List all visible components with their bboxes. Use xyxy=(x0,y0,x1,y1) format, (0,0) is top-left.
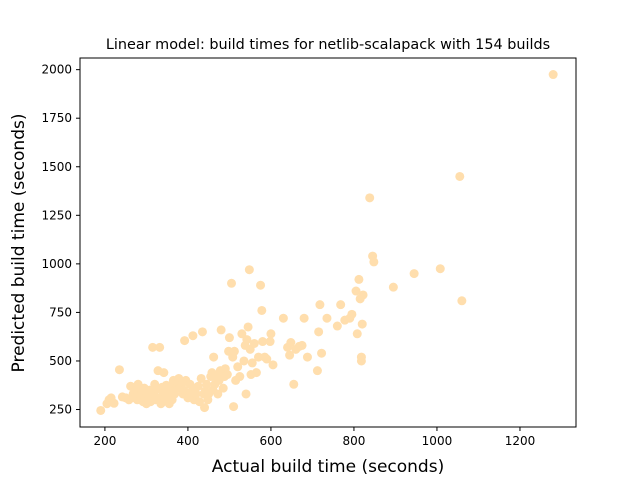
data-point xyxy=(457,296,467,306)
data-point xyxy=(365,193,375,203)
data-point xyxy=(278,313,288,323)
data-point xyxy=(455,171,465,181)
x-tick-label: 1000 xyxy=(422,434,453,448)
data-point xyxy=(409,269,419,279)
data-point xyxy=(289,379,299,389)
data-point xyxy=(200,403,210,413)
x-tick-label: 1200 xyxy=(505,434,536,448)
data-point xyxy=(241,389,251,399)
data-point xyxy=(286,338,296,348)
data-point xyxy=(148,342,158,352)
data-point xyxy=(548,70,558,80)
x-tick-label: 200 xyxy=(93,434,116,448)
data-point xyxy=(314,327,324,337)
y-tick-label: 750 xyxy=(49,305,72,319)
data-point xyxy=(197,327,207,337)
data-point xyxy=(257,305,267,315)
data-point xyxy=(332,321,342,331)
data-point xyxy=(356,352,366,362)
y-axis-label: Predicted build time (seconds) xyxy=(9,114,29,373)
data-point xyxy=(233,362,243,372)
data-point xyxy=(369,257,379,267)
data-point xyxy=(357,319,367,329)
data-point xyxy=(388,282,398,292)
data-point xyxy=(253,352,263,362)
data-point xyxy=(322,313,332,323)
x-tick-label: 600 xyxy=(259,434,282,448)
data-point xyxy=(224,333,234,343)
data-point xyxy=(315,300,325,310)
plot-frame xyxy=(79,57,577,428)
data-point xyxy=(188,331,198,341)
data-point xyxy=(235,372,245,382)
data-point xyxy=(237,329,247,339)
data-point xyxy=(159,368,169,378)
data-point xyxy=(256,280,266,290)
data-point xyxy=(243,322,253,332)
data-point xyxy=(297,340,307,350)
y-tick-label: 1000 xyxy=(41,257,72,271)
data-point xyxy=(285,350,295,360)
y-tick-label: 250 xyxy=(49,403,72,417)
data-point xyxy=(247,358,257,368)
data-point xyxy=(302,352,312,362)
data-point xyxy=(193,381,203,391)
data-point xyxy=(109,398,119,408)
data-point xyxy=(251,368,261,378)
data-point xyxy=(180,336,190,346)
data-point xyxy=(242,335,252,345)
ticks-layer: 200 400 600 800 1000 1200 250 500 750 1000 1250 150… xyxy=(41,63,535,448)
y-tick-label: 2000 xyxy=(41,63,72,77)
data-point xyxy=(239,356,249,366)
y-tick-label: 1750 xyxy=(41,111,72,125)
data-point xyxy=(244,265,254,275)
data-point xyxy=(262,354,272,364)
points-layer xyxy=(96,70,558,415)
data-point xyxy=(312,366,322,376)
data-point xyxy=(249,338,259,348)
chart-title: Linear model: build times for netlib-sca… xyxy=(106,37,550,53)
data-point xyxy=(258,337,268,347)
data-point xyxy=(358,290,368,300)
data-point xyxy=(347,309,357,319)
data-point xyxy=(229,346,239,356)
data-point xyxy=(209,352,219,362)
data-point xyxy=(196,373,206,383)
data-point xyxy=(191,389,201,399)
data-point xyxy=(299,313,309,323)
data-point xyxy=(222,370,232,380)
y-tick-label: 500 xyxy=(49,354,72,368)
data-point xyxy=(114,365,124,375)
y-tick-label: 1250 xyxy=(41,208,72,222)
data-point xyxy=(216,325,226,335)
data-point xyxy=(229,402,239,412)
data-point xyxy=(227,278,236,288)
data-point xyxy=(202,379,212,389)
data-point xyxy=(265,337,275,347)
data-point xyxy=(155,342,165,352)
data-point xyxy=(336,300,346,310)
data-point xyxy=(195,397,205,407)
data-point xyxy=(351,286,361,296)
data-point xyxy=(317,348,327,358)
data-point xyxy=(354,274,364,284)
data-point xyxy=(435,264,445,274)
y-tick-label: 1500 xyxy=(41,160,72,174)
x-axis-label: Actual build time (seconds) xyxy=(212,457,444,477)
data-point xyxy=(213,389,223,399)
data-point xyxy=(268,360,278,370)
data-point xyxy=(266,329,276,339)
data-point xyxy=(96,405,106,415)
x-tick-label: 800 xyxy=(342,434,365,448)
data-point xyxy=(218,383,228,393)
x-tick-label: 400 xyxy=(176,434,199,448)
data-point xyxy=(352,329,362,339)
